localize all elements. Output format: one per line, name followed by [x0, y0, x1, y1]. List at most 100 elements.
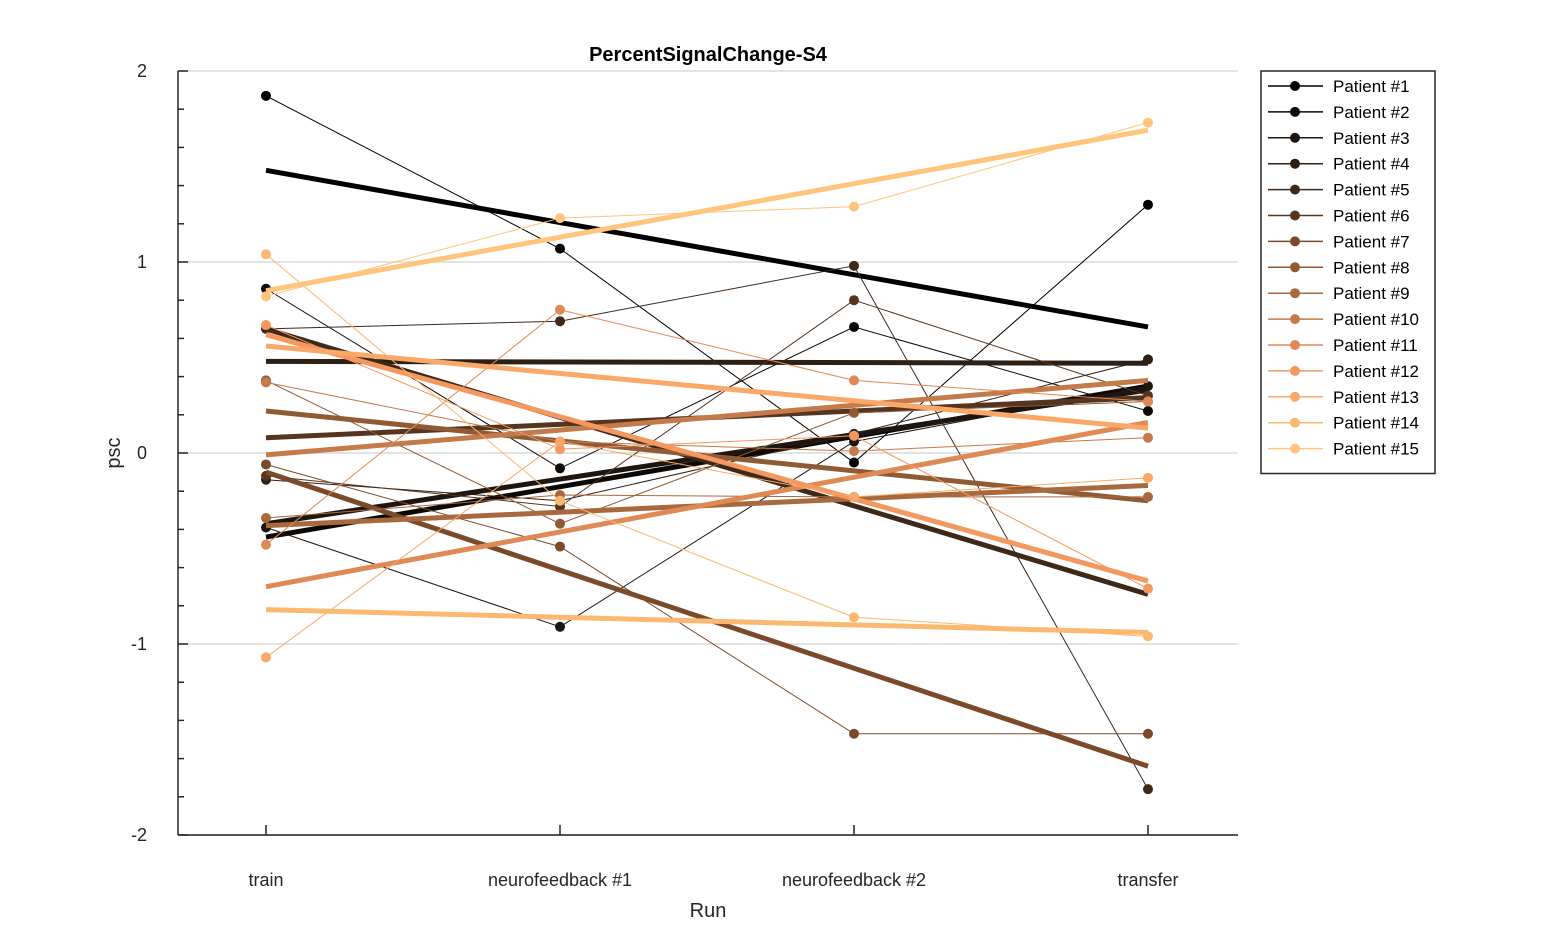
series-line — [265, 379, 1149, 525]
x-tick-label: transfer — [1117, 870, 1178, 890]
legend-label: Patient #3 — [1333, 129, 1410, 148]
legend-entry: Patient #9 — [1268, 284, 1410, 303]
data-point — [261, 291, 271, 302]
legend-swatch-marker — [1290, 288, 1300, 299]
legend-entry: Patient #8 — [1268, 258, 1410, 277]
series-line — [265, 95, 1149, 464]
data-point — [261, 249, 271, 260]
legend-entry: Patient #5 — [1268, 181, 1410, 200]
legend-swatch-marker — [1290, 365, 1300, 376]
legend-label: Patient #15 — [1333, 440, 1419, 459]
legend-label: Patient #2 — [1333, 103, 1410, 122]
legend: Patient #1 Patient #2 Patient #3 Patient #4… — [1260, 70, 1436, 475]
legend-swatch-marker — [1290, 210, 1300, 221]
data-point — [849, 375, 859, 386]
data-point — [1143, 491, 1153, 502]
y-tick-label: 0 — [137, 443, 147, 463]
data-point — [849, 612, 859, 623]
legend-swatch-marker — [1290, 391, 1300, 402]
data-point — [555, 444, 565, 455]
x-tick-label: neurofeedback #2 — [782, 870, 926, 890]
series-line — [265, 494, 1148, 519]
chart-title: PercentSignalChange-S4 — [589, 44, 828, 66]
data-point — [261, 377, 271, 388]
series-line — [265, 358, 1149, 502]
data-point — [1143, 728, 1153, 739]
data-point — [849, 407, 859, 418]
series-line — [265, 441, 1149, 658]
legend-swatch-marker — [1290, 184, 1300, 195]
legend-label: Patient #7 — [1333, 232, 1410, 251]
data-point — [555, 495, 565, 506]
legend-entry: Patient #12 — [1268, 362, 1419, 381]
trend-line — [265, 377, 1149, 458]
legend-label: Patient #5 — [1333, 181, 1410, 200]
legend-label: Patient #9 — [1333, 284, 1410, 303]
trend-line — [265, 607, 1149, 636]
series-patient-15 — [261, 117, 1153, 302]
data-point — [555, 518, 565, 529]
data-point — [261, 320, 271, 331]
series-line — [265, 265, 1149, 790]
data-point — [849, 491, 859, 502]
data-point — [849, 260, 859, 271]
legend-swatch-marker — [1290, 132, 1300, 143]
legend-label: Patient #8 — [1333, 258, 1410, 277]
trend-line — [265, 127, 1149, 294]
series-line — [265, 381, 1149, 452]
x-tick-label: train — [248, 870, 283, 890]
data-point — [849, 430, 859, 441]
data-point — [849, 457, 859, 468]
series-patient-6 — [261, 295, 1153, 512]
legend-label: Patient #1 — [1333, 77, 1410, 96]
data-point — [555, 304, 565, 315]
legend-entry: Patient #15 — [1268, 440, 1419, 459]
x-axis-label: Run — [690, 900, 727, 922]
data-point — [261, 512, 271, 523]
series-patient-5 — [261, 260, 1153, 795]
legend-entry: Patient #4 — [1268, 155, 1410, 174]
legend-entry: Patient #3 — [1268, 129, 1410, 148]
series-layer — [261, 90, 1153, 795]
data-point — [849, 446, 859, 457]
series-patient-13 — [261, 343, 1153, 663]
legend-label: Patient #11 — [1333, 336, 1418, 355]
legend-entry: Patient #1 — [1268, 77, 1410, 96]
trend-line — [265, 343, 1149, 431]
trend-line — [265, 326, 1149, 597]
data-point — [849, 201, 859, 212]
data-point — [261, 459, 271, 470]
legend-entry: Patient #13 — [1268, 388, 1419, 407]
legend-swatch-marker — [1290, 262, 1300, 273]
data-point — [555, 463, 565, 474]
series-line — [265, 309, 1149, 546]
data-point — [555, 621, 565, 632]
series-patient-12 — [261, 320, 1153, 594]
legend-swatch-marker — [1290, 236, 1300, 247]
y-tick-label: -2 — [131, 825, 147, 845]
legend-entry: Patient #7 — [1268, 232, 1410, 251]
data-point — [849, 728, 859, 739]
legend-entry: Patient #6 — [1268, 207, 1410, 226]
data-point — [1143, 472, 1153, 483]
legend-label: Patient #10 — [1333, 310, 1419, 329]
trend-line — [265, 332, 1149, 584]
legend-swatch-marker — [1290, 443, 1300, 454]
legend-label: Patient #12 — [1333, 362, 1419, 381]
data-point — [849, 321, 859, 332]
data-point — [1143, 117, 1153, 128]
series-line — [265, 463, 1148, 735]
legend-entry: Patient #11 — [1268, 336, 1418, 355]
series-line — [265, 324, 1149, 590]
data-point — [555, 541, 565, 552]
data-point — [1143, 583, 1153, 594]
data-point — [1143, 432, 1153, 443]
legend-swatch-marker — [1290, 314, 1300, 325]
legend-label: Patient #4 — [1333, 155, 1410, 174]
data-point — [261, 652, 271, 663]
data-point — [1143, 405, 1153, 416]
x-tick-label: neurofeedback #1 — [488, 870, 632, 890]
data-point — [1143, 784, 1153, 795]
series-patient-14 — [261, 249, 1153, 642]
